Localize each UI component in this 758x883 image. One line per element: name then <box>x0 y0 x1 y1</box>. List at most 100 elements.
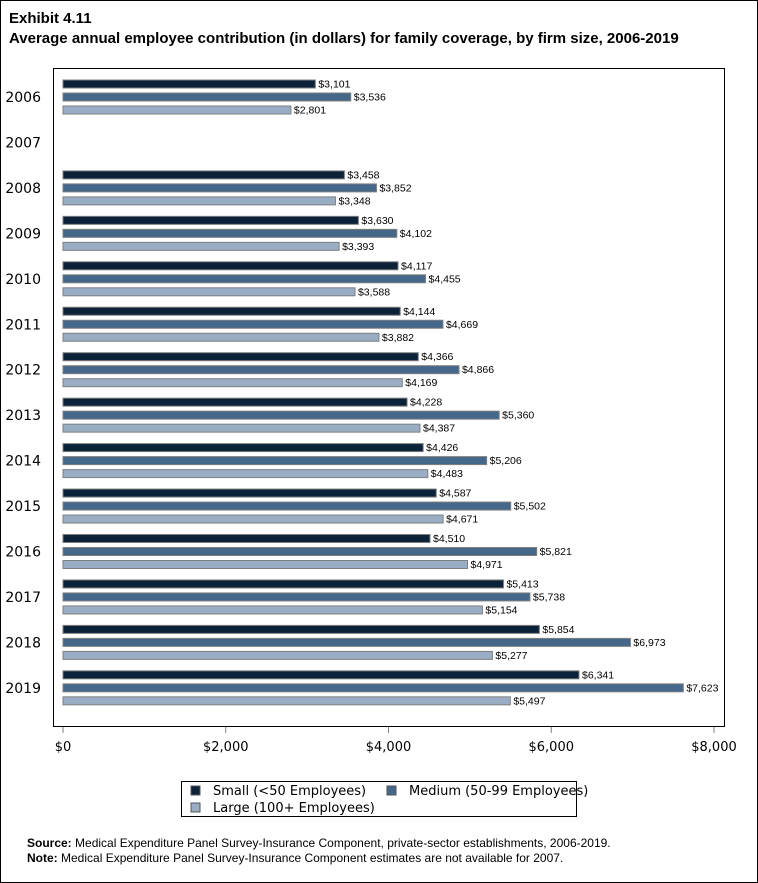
data-label: $3,630 <box>361 215 393 227</box>
bar-small <box>62 579 504 589</box>
bar-medium <box>62 365 460 375</box>
bar-small <box>62 397 408 407</box>
data-label: $2,801 <box>294 105 326 117</box>
data-label: $5,206 <box>490 455 522 467</box>
x-tick-label: $4,000 <box>366 740 412 755</box>
data-label: $3,536 <box>354 92 386 104</box>
data-label: $5,413 <box>506 578 538 590</box>
bar-medium <box>62 183 377 193</box>
bar-medium <box>62 501 512 511</box>
footnote: Note: Medical Expenditure Panel Survey-I… <box>27 851 563 865</box>
data-label: $4,669 <box>446 319 478 331</box>
source-text: Medical Expenditure Panel Survey-Insuran… <box>71 836 611 850</box>
bar-small <box>62 670 580 680</box>
bar-small <box>62 79 316 89</box>
bar-large <box>62 196 336 206</box>
data-label: $4,510 <box>433 533 465 545</box>
exhibit-label: Exhibit 4.11 <box>9 10 92 27</box>
plot-area <box>53 68 725 727</box>
y-tick-label: 2018 <box>5 635 41 651</box>
chart-title: Average annual employee contribution (in… <box>9 30 679 47</box>
source-note: Source: Medical Expenditure Panel Survey… <box>27 836 611 850</box>
bar-large <box>62 378 403 388</box>
data-label: $5,497 <box>513 695 545 707</box>
note-label: Note: <box>27 851 58 865</box>
data-label: $4,866 <box>462 364 494 376</box>
y-tick-label: 2006 <box>5 90 41 106</box>
data-label: $4,483 <box>431 468 463 480</box>
bar-medium <box>62 683 684 693</box>
data-label: $5,502 <box>514 501 546 513</box>
bar-small <box>62 215 359 225</box>
bar-large <box>62 241 340 251</box>
data-label: $4,426 <box>426 442 458 454</box>
y-tick-label: 2012 <box>5 363 41 379</box>
note-text: Medical Expenditure Panel Survey-Insuran… <box>57 851 564 865</box>
data-label: $4,144 <box>403 306 435 318</box>
data-label: $4,971 <box>471 559 503 571</box>
bar-large <box>62 423 421 433</box>
data-label: $3,393 <box>342 241 374 253</box>
y-tick-label: 2013 <box>5 408 41 424</box>
bar-small <box>62 624 540 634</box>
bar-medium <box>62 592 531 602</box>
legend-swatch <box>190 785 201 796</box>
bar-medium <box>62 274 427 284</box>
bar-small <box>62 170 345 180</box>
legend-label: Large (100+ Employees) <box>213 801 375 816</box>
bar-large <box>62 287 356 297</box>
data-label: $4,366 <box>421 351 453 363</box>
data-label: $4,169 <box>405 377 437 389</box>
bar-medium <box>62 228 398 238</box>
x-tick-label: $2,000 <box>203 740 249 755</box>
bar-small <box>62 488 437 498</box>
bar-large <box>62 650 493 660</box>
bar-large <box>62 332 380 342</box>
data-label: $4,671 <box>446 514 478 526</box>
y-tick-label: 2014 <box>5 454 41 470</box>
source-label: Source: <box>27 836 72 850</box>
y-tick-label: 2008 <box>5 181 41 197</box>
bar-small <box>62 443 424 453</box>
legend-label: Small (<50 Employees) <box>213 784 366 799</box>
data-label: $5,854 <box>542 624 574 636</box>
y-tick-label: 2007 <box>5 135 41 151</box>
data-label: $3,348 <box>338 195 370 207</box>
y-tick-label: 2011 <box>5 317 41 333</box>
legend-swatch <box>190 802 201 813</box>
x-tick-label: $8,000 <box>691 740 737 755</box>
data-label: $5,277 <box>495 650 527 662</box>
bar-medium <box>62 456 488 466</box>
data-label: $4,387 <box>423 423 455 435</box>
legend <box>181 781 577 817</box>
bar-medium <box>62 319 444 329</box>
bar-large <box>62 469 429 479</box>
legend-label: Medium (50-99 Employees) <box>409 784 588 799</box>
bar-large <box>62 105 292 115</box>
data-label: $4,102 <box>400 228 432 240</box>
y-tick-label: 2017 <box>5 590 41 606</box>
x-tick-label: $0 <box>55 740 72 755</box>
data-label: $5,154 <box>485 604 517 616</box>
data-label: $4,117 <box>401 260 432 272</box>
x-tick-label: $6,000 <box>529 740 575 755</box>
data-label: $3,588 <box>358 286 390 298</box>
data-label: $3,852 <box>379 182 411 194</box>
y-tick-label: 2009 <box>5 226 41 242</box>
legend-swatch <box>386 785 397 796</box>
data-label: $5,821 <box>540 546 572 558</box>
data-label: $7,623 <box>686 682 718 694</box>
data-label: $5,738 <box>533 591 565 603</box>
bar-medium <box>62 637 631 647</box>
bar-medium <box>62 410 500 420</box>
bar-large <box>62 560 469 569</box>
data-label: $4,455 <box>429 273 461 285</box>
y-tick-label: 2015 <box>5 499 41 515</box>
data-label: $3,458 <box>347 169 379 181</box>
bar-medium <box>62 547 538 556</box>
data-label: $6,341 <box>582 669 614 681</box>
bar-small <box>62 306 401 316</box>
bar-medium <box>62 92 352 102</box>
